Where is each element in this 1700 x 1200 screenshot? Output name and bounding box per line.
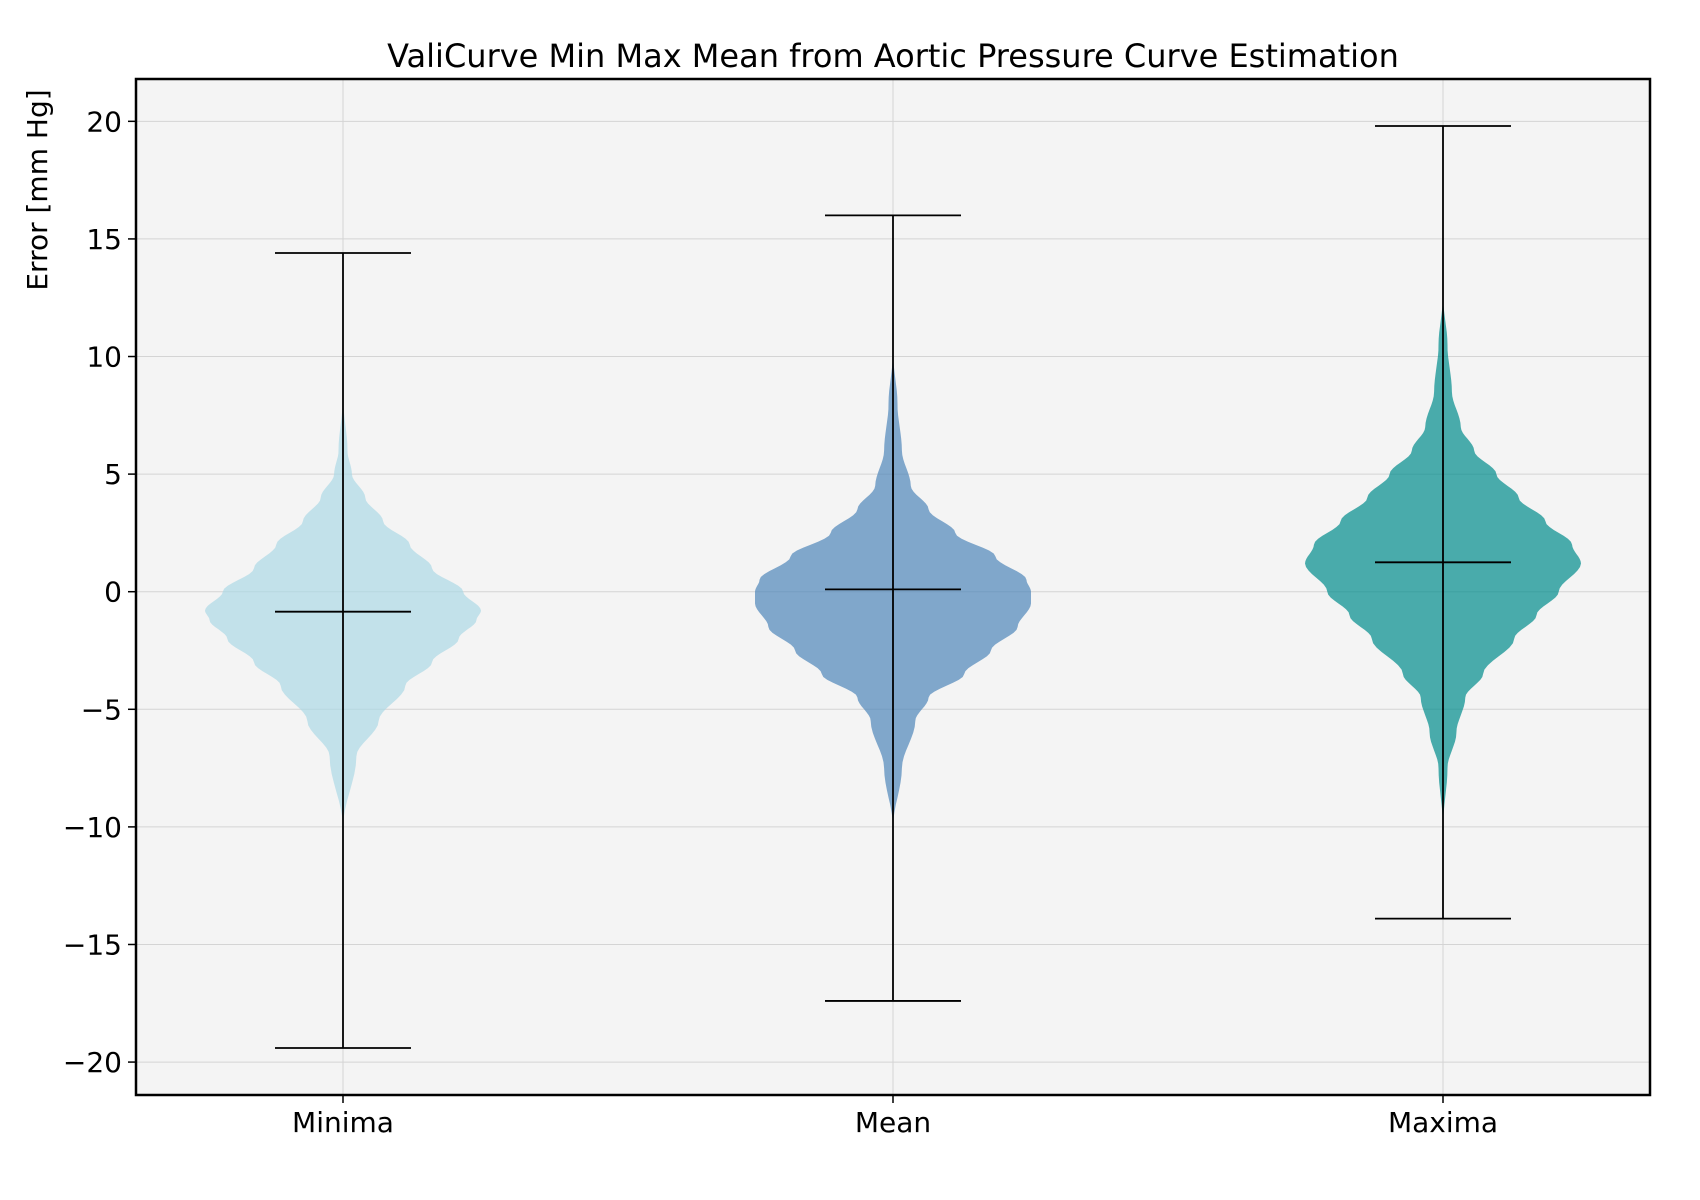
- chart-title: ValiCurve Min Max Mean from Aortic Press…: [387, 37, 1399, 75]
- y-tick-label: −5: [81, 693, 122, 726]
- y-axis-label: Error [mm Hg]: [21, 89, 54, 290]
- y-tick-label: 0: [104, 576, 122, 609]
- y-tick-label: 15: [86, 223, 122, 256]
- x-tick-label-maxima: Maxima: [1388, 1106, 1498, 1139]
- y-tick-label: −20: [63, 1046, 122, 1079]
- y-tick-label: 10: [86, 341, 122, 374]
- x-tick-label-minima: Minima: [292, 1106, 394, 1139]
- tick-layer: 20 15 10 5 0 −5 −10 −15 −20 Minima Mean Maxima: [63, 105, 1498, 1139]
- violin-layer: [205, 125, 1581, 1049]
- y-tick-label: −15: [63, 928, 122, 961]
- y-tick-label: −10: [63, 811, 122, 844]
- y-tick-label: 20: [86, 105, 122, 138]
- y-tick-label: 5: [104, 458, 122, 491]
- x-tick-label-mean: Mean: [855, 1106, 931, 1139]
